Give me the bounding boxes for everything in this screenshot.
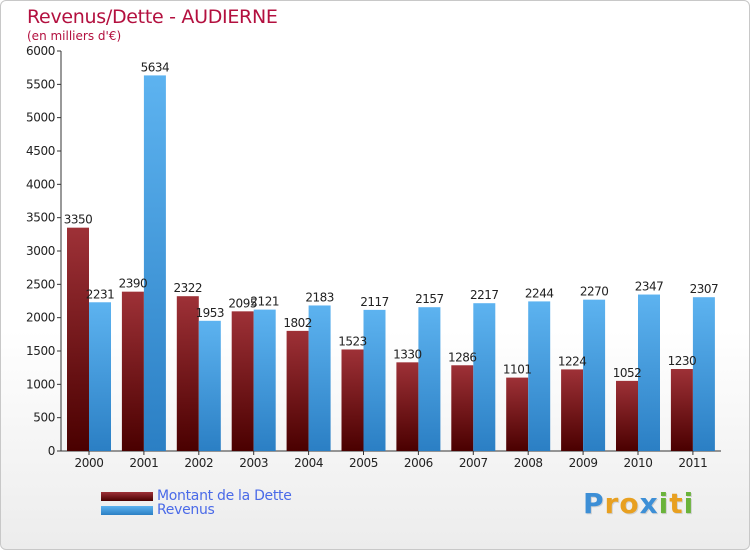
y-tick-label: 3000 bbox=[26, 244, 55, 258]
bar-debt-2010 bbox=[616, 380, 638, 451]
data-label-revenue-2009: 2270 bbox=[580, 285, 609, 299]
data-label-revenue-2011: 2307 bbox=[690, 282, 719, 296]
y-tick-label: 1000 bbox=[26, 377, 55, 391]
y-tick-label: 4000 bbox=[26, 177, 55, 191]
bar-debt-2003 bbox=[231, 311, 254, 451]
bar-revenue-2007 bbox=[473, 303, 496, 451]
x-tick-label: 2011 bbox=[678, 456, 707, 470]
data-label-debt-2005: 1523 bbox=[338, 334, 367, 348]
data-label-debt-2002: 2322 bbox=[174, 281, 203, 295]
data-label-revenue-2005: 2117 bbox=[360, 295, 389, 309]
x-tick-label: 2001 bbox=[129, 456, 158, 470]
logo-letter: x bbox=[639, 487, 659, 520]
legend-label-revenue: Revenus bbox=[157, 502, 215, 518]
x-tick-label: 2008 bbox=[514, 456, 543, 470]
bar-revenue-2009 bbox=[583, 299, 606, 451]
bar-revenue-2008 bbox=[528, 301, 551, 451]
bar-debt-2009 bbox=[561, 369, 584, 451]
y-tick-label: 2500 bbox=[26, 277, 55, 291]
bar-debt-2007 bbox=[451, 365, 474, 451]
bar-debt-2006 bbox=[396, 362, 419, 451]
legend-label-debt: Montant de la Dette bbox=[157, 488, 292, 504]
x-tick-label: 2010 bbox=[624, 456, 653, 470]
data-label-revenue-2003: 2121 bbox=[250, 295, 279, 309]
data-label-revenue-2002: 1953 bbox=[196, 306, 225, 320]
x-tick-label: 2007 bbox=[459, 456, 488, 470]
logo-letter: i bbox=[683, 487, 695, 520]
data-label-debt-2000: 3350 bbox=[64, 213, 93, 227]
bar-debt-2005 bbox=[341, 349, 364, 451]
x-tick-label: 2006 bbox=[404, 456, 433, 470]
x-tick-label: 2003 bbox=[239, 456, 268, 470]
bar-debt-2002 bbox=[176, 296, 199, 451]
data-label-debt-2007: 1286 bbox=[448, 350, 477, 364]
bar-debt-2001 bbox=[121, 291, 144, 451]
chart-title: Revenus/Dette - AUDIERNE bbox=[27, 6, 278, 28]
legend-swatch-revenue bbox=[101, 505, 153, 515]
data-label-debt-2006: 1330 bbox=[393, 347, 422, 361]
data-label-revenue-2001: 5634 bbox=[141, 60, 170, 74]
bar-revenue-2004 bbox=[308, 305, 331, 451]
data-label-revenue-2004: 2183 bbox=[305, 290, 334, 304]
bar-revenue-2003 bbox=[253, 309, 276, 451]
y-tick-label: 2000 bbox=[26, 311, 55, 325]
data-label-revenue-2007: 2217 bbox=[470, 288, 499, 302]
x-tick-label: 2004 bbox=[294, 456, 323, 470]
logo-letter: t bbox=[669, 487, 684, 520]
bar-revenue-2006 bbox=[418, 307, 441, 451]
data-label-revenue-2010: 2347 bbox=[635, 280, 664, 294]
bar-revenue-2011 bbox=[692, 297, 715, 451]
y-tick-label: 500 bbox=[33, 411, 55, 425]
y-tick-label: 1500 bbox=[26, 344, 55, 358]
y-tick-label: 5000 bbox=[26, 111, 55, 125]
logo-letter: P bbox=[583, 487, 605, 520]
bar-revenue-2001 bbox=[143, 75, 166, 452]
proxiti-logo: Proxiti bbox=[583, 487, 694, 520]
bar-debt-2008 bbox=[506, 377, 529, 451]
data-label-debt-2008: 1101 bbox=[503, 363, 532, 377]
y-tick-label: 3500 bbox=[26, 211, 55, 225]
bar-revenue-2010 bbox=[638, 294, 660, 451]
legend-swatch-debt bbox=[101, 491, 153, 501]
data-label-revenue-2008: 2244 bbox=[525, 286, 554, 300]
legend-item-debt: Montant de la Dette bbox=[101, 488, 292, 504]
logo-letter: r bbox=[604, 487, 620, 520]
data-label-debt-2003: 2095 bbox=[228, 296, 257, 310]
bar-debt-2004 bbox=[286, 330, 309, 451]
data-label-debt-2004: 1802 bbox=[283, 316, 312, 330]
x-tick-label: 2002 bbox=[184, 456, 213, 470]
data-label-debt-2009: 1224 bbox=[558, 354, 587, 368]
y-tick-label: 6000 bbox=[26, 44, 55, 58]
x-tick-label: 2005 bbox=[349, 456, 378, 470]
bar-revenue-2005 bbox=[363, 309, 386, 451]
x-tick-label: 2009 bbox=[569, 456, 598, 470]
y-tick-label: 0 bbox=[48, 444, 55, 458]
x-tick-label: 2000 bbox=[75, 456, 104, 470]
data-label-debt-2001: 2390 bbox=[119, 277, 148, 291]
y-tick-label: 4500 bbox=[26, 144, 55, 158]
data-label-debt-2010: 1052 bbox=[613, 366, 642, 380]
bar-debt-2000 bbox=[67, 227, 89, 451]
legend-item-revenue: Revenus bbox=[101, 502, 215, 518]
logo-letter: o bbox=[619, 487, 640, 520]
data-label-revenue-2006: 2157 bbox=[415, 292, 444, 306]
y-tick-label: 5500 bbox=[26, 77, 55, 91]
data-label-debt-2011: 1230 bbox=[668, 354, 697, 368]
bar-revenue-2002 bbox=[198, 320, 221, 451]
chart-subtitle: (en milliers d'€) bbox=[27, 29, 122, 43]
logo-letter: i bbox=[658, 487, 670, 520]
bar-debt-2011 bbox=[670, 369, 693, 451]
bar-revenue-2000 bbox=[89, 302, 111, 451]
data-label-revenue-2000: 2231 bbox=[86, 287, 115, 301]
